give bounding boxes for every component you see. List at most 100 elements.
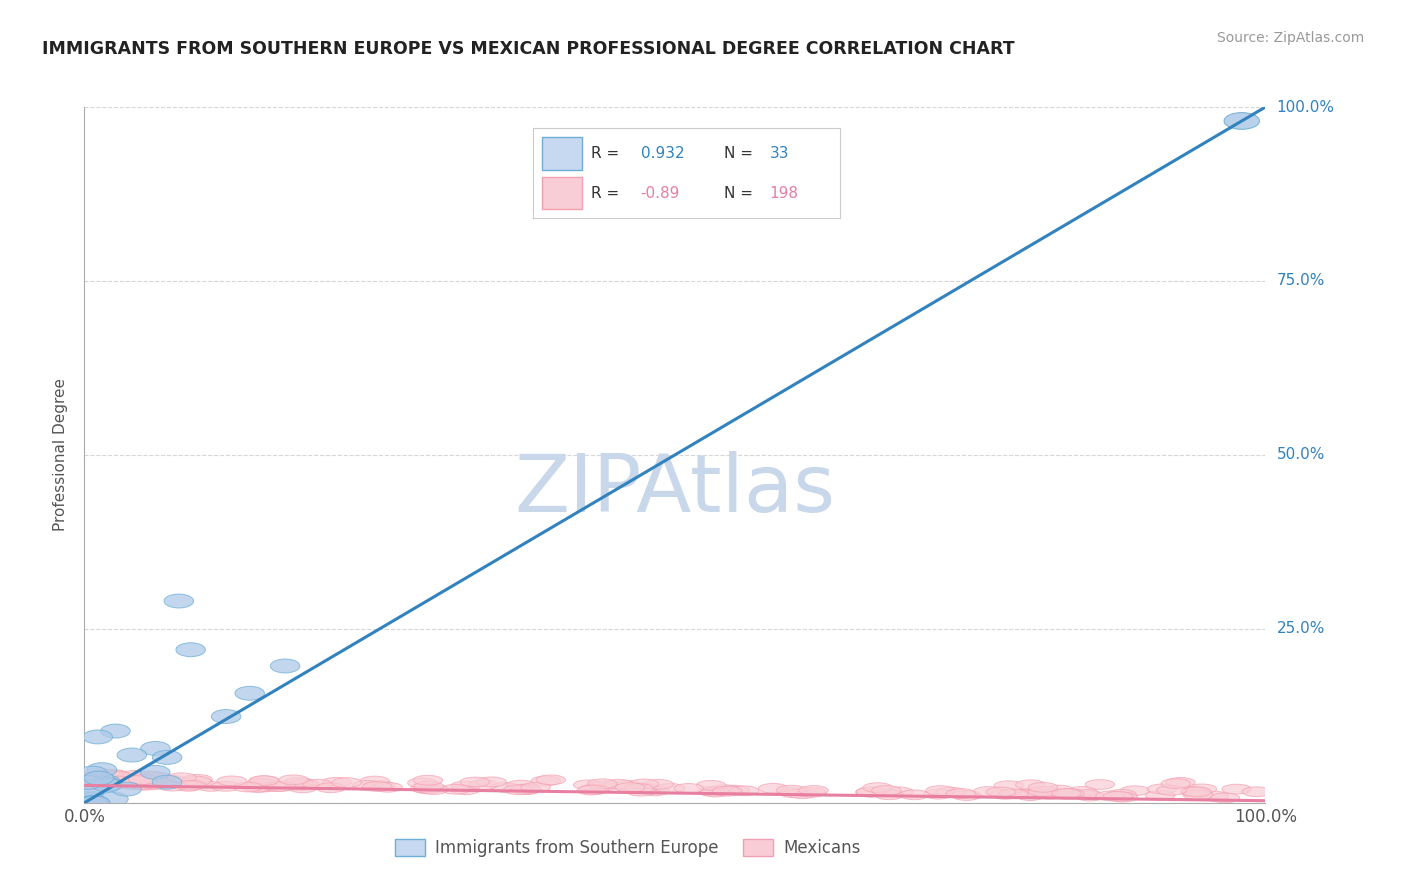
Ellipse shape (91, 777, 121, 791)
Ellipse shape (75, 774, 104, 784)
Ellipse shape (96, 776, 125, 786)
Ellipse shape (1166, 778, 1195, 788)
Ellipse shape (70, 796, 100, 810)
Ellipse shape (797, 788, 827, 797)
Text: 75.0%: 75.0% (1277, 274, 1324, 288)
Ellipse shape (986, 787, 1015, 797)
Ellipse shape (246, 779, 276, 789)
Ellipse shape (181, 776, 211, 786)
Ellipse shape (73, 775, 103, 789)
Ellipse shape (131, 777, 160, 787)
Y-axis label: Professional Degree: Professional Degree (53, 378, 69, 532)
Ellipse shape (863, 783, 893, 792)
Ellipse shape (263, 781, 292, 791)
Ellipse shape (673, 783, 703, 793)
Ellipse shape (79, 796, 108, 810)
Ellipse shape (696, 780, 725, 790)
Ellipse shape (612, 780, 641, 790)
Ellipse shape (121, 776, 150, 786)
Ellipse shape (655, 783, 685, 793)
Ellipse shape (129, 780, 159, 790)
Ellipse shape (98, 776, 128, 785)
Ellipse shape (124, 779, 153, 789)
Ellipse shape (245, 782, 274, 792)
Text: IMMIGRANTS FROM SOUTHERN EUROPE VS MEXICAN PROFESSIONAL DEGREE CORRELATION CHART: IMMIGRANTS FROM SOUTHERN EUROPE VS MEXIC… (42, 40, 1015, 58)
Ellipse shape (235, 686, 264, 700)
Ellipse shape (80, 796, 110, 810)
Ellipse shape (107, 778, 136, 788)
Ellipse shape (1015, 789, 1045, 798)
Ellipse shape (77, 766, 107, 780)
Ellipse shape (86, 775, 115, 784)
Ellipse shape (506, 780, 536, 790)
Ellipse shape (139, 780, 169, 789)
Ellipse shape (1184, 790, 1213, 800)
Ellipse shape (1054, 789, 1084, 798)
Ellipse shape (288, 783, 318, 793)
Ellipse shape (105, 775, 135, 785)
Ellipse shape (98, 780, 128, 789)
Ellipse shape (1033, 789, 1063, 799)
Ellipse shape (165, 594, 194, 608)
Ellipse shape (1076, 791, 1105, 801)
Ellipse shape (640, 786, 669, 796)
Ellipse shape (503, 785, 533, 795)
Ellipse shape (73, 777, 103, 787)
Ellipse shape (103, 776, 132, 786)
Ellipse shape (145, 778, 174, 788)
Ellipse shape (1015, 790, 1045, 800)
Ellipse shape (112, 782, 142, 796)
Ellipse shape (217, 776, 246, 786)
Ellipse shape (132, 776, 162, 786)
Ellipse shape (104, 779, 134, 788)
Ellipse shape (128, 780, 157, 789)
Ellipse shape (353, 780, 382, 790)
Ellipse shape (82, 776, 111, 786)
Ellipse shape (183, 774, 212, 784)
Ellipse shape (1107, 789, 1136, 799)
Ellipse shape (720, 785, 749, 795)
Ellipse shape (1211, 793, 1240, 803)
Ellipse shape (84, 772, 114, 785)
Ellipse shape (122, 780, 152, 789)
Ellipse shape (1028, 782, 1057, 792)
Ellipse shape (98, 770, 128, 780)
Ellipse shape (112, 776, 142, 786)
Ellipse shape (285, 780, 315, 790)
Ellipse shape (787, 789, 817, 798)
Ellipse shape (110, 775, 139, 785)
Ellipse shape (1052, 789, 1081, 799)
Ellipse shape (713, 787, 742, 796)
Ellipse shape (75, 796, 104, 810)
Ellipse shape (700, 787, 730, 797)
Ellipse shape (605, 780, 634, 789)
Ellipse shape (998, 789, 1028, 799)
Ellipse shape (98, 792, 128, 805)
Ellipse shape (1146, 790, 1175, 800)
Ellipse shape (84, 776, 114, 786)
Ellipse shape (576, 785, 606, 795)
Ellipse shape (284, 777, 314, 787)
Ellipse shape (117, 780, 146, 789)
Ellipse shape (626, 787, 655, 796)
Ellipse shape (1121, 786, 1150, 796)
Ellipse shape (77, 796, 107, 810)
Ellipse shape (925, 786, 955, 796)
Ellipse shape (155, 778, 184, 788)
Ellipse shape (70, 780, 100, 789)
Ellipse shape (87, 777, 117, 787)
Ellipse shape (101, 771, 131, 780)
Ellipse shape (936, 788, 966, 797)
Ellipse shape (451, 785, 481, 795)
Ellipse shape (135, 780, 165, 789)
Ellipse shape (73, 774, 103, 784)
Ellipse shape (1225, 112, 1260, 129)
Ellipse shape (100, 774, 129, 784)
Ellipse shape (512, 785, 541, 795)
Ellipse shape (76, 793, 105, 806)
Ellipse shape (1019, 788, 1049, 797)
Ellipse shape (101, 771, 131, 780)
Ellipse shape (152, 750, 181, 764)
Ellipse shape (156, 775, 186, 785)
Ellipse shape (146, 775, 176, 785)
